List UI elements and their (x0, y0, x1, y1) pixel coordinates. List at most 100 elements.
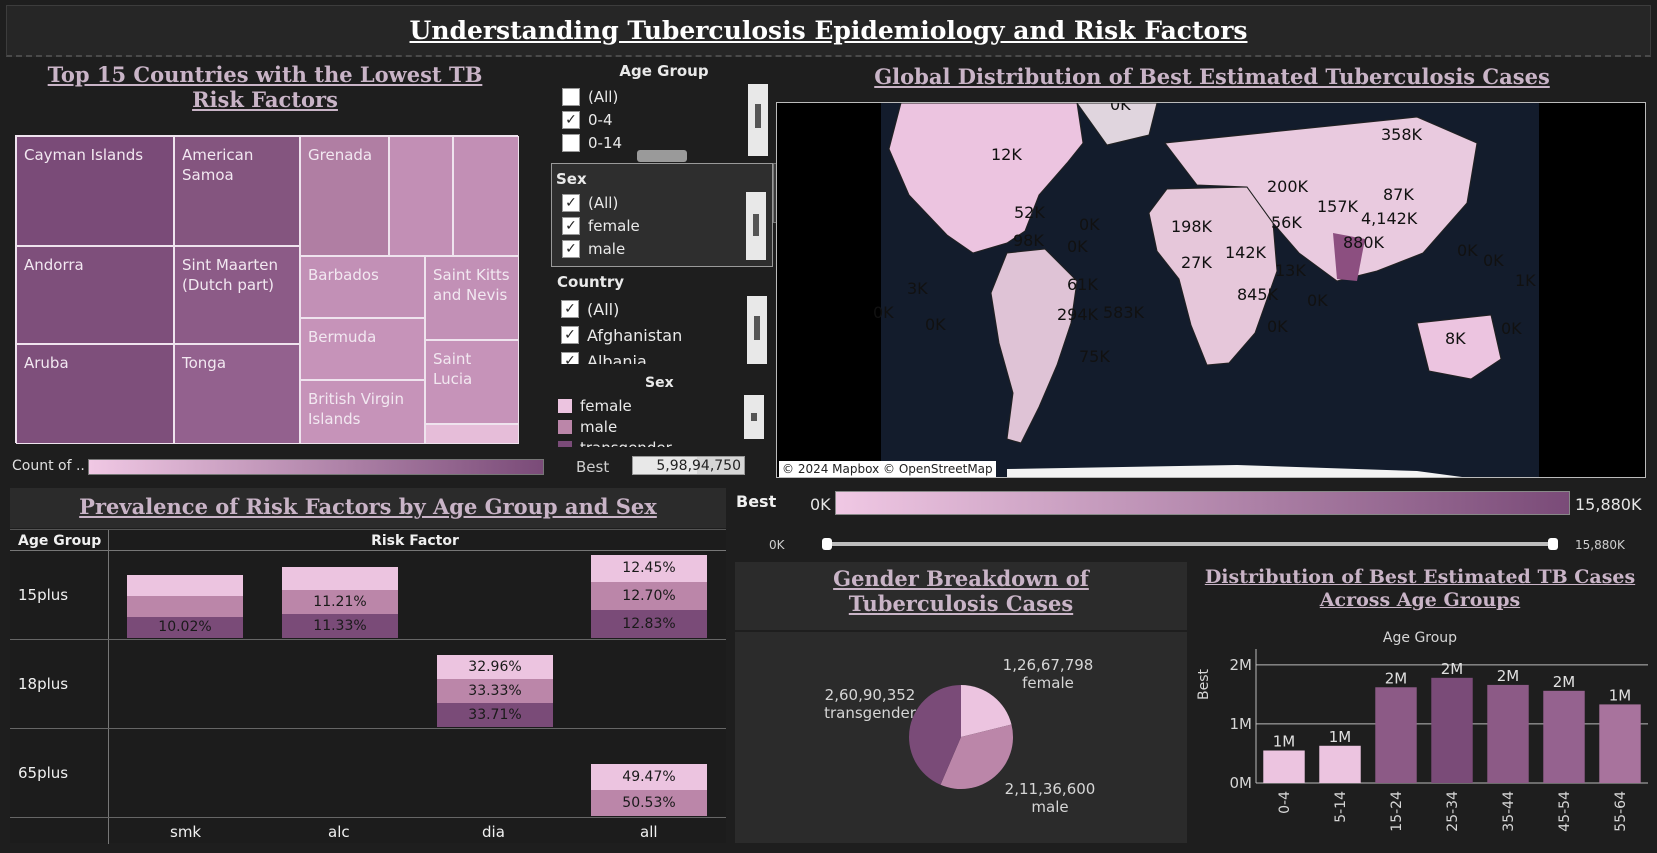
bar-segment[interactable]: 12.45% (591, 555, 707, 582)
checkbox-checked-icon[interactable]: ✓ (561, 300, 579, 318)
legend-item[interactable]: transgender (558, 437, 672, 447)
map-label: 294K (1057, 305, 1099, 324)
map-label: 198K (1171, 217, 1213, 236)
map-label: 27K (1181, 253, 1212, 272)
bar-segment[interactable]: 11.33% (282, 614, 398, 638)
pie-slice-female[interactable] (961, 685, 1012, 737)
bar-15-24[interactable] (1375, 687, 1417, 783)
bar-segment[interactable]: 49.47% (591, 764, 707, 790)
filter-option[interactable]: ✓ Afghanistan (561, 324, 682, 346)
treemap-cell[interactable]: Grenada (300, 136, 389, 256)
range-slider[interactable] (826, 542, 1554, 546)
checkbox-icon[interactable] (562, 88, 580, 106)
map-attribution[interactable]: © 2024 Mapbox © OpenStreetMap (779, 461, 996, 477)
filter-option[interactable]: ✓ Albania (561, 350, 647, 364)
country-filter-scrollbar[interactable] (747, 296, 767, 364)
bar-value-label: 2M (1553, 673, 1576, 691)
map-label: 13K (1275, 261, 1306, 280)
row-label: 15plus (18, 586, 69, 604)
treemap-cell[interactable]: Aruba (16, 344, 174, 444)
map-label: 0K (1067, 237, 1088, 256)
sex-filter-card: Sex ✓ (All) ✓ female ✓ male (551, 163, 773, 267)
pie-slice-male[interactable] (940, 724, 1013, 789)
treemap-cell[interactable]: Saint Kitts and Nevis (425, 256, 519, 340)
filter-option[interactable]: ✓ 0-4 (562, 109, 613, 131)
sex-filter-title: Sex (556, 170, 587, 188)
x-tick-label: 15-24 (1389, 791, 1405, 832)
column-label: dia (482, 823, 505, 841)
treemap-cell[interactable] (389, 136, 453, 256)
bar-55-64[interactable] (1599, 704, 1641, 783)
x-tick-label: 0-4 (1277, 791, 1293, 814)
filter-option[interactable]: ✓ (All) (561, 298, 619, 320)
bar-45-54[interactable] (1543, 690, 1585, 783)
bar-segment[interactable] (127, 575, 243, 596)
sex-color-legend: female male transgender (558, 395, 768, 447)
treemap-cell[interactable]: Saint Lucia (425, 340, 519, 424)
slider-handle-min[interactable] (822, 538, 832, 550)
checkbox-checked-icon[interactable]: ✓ (561, 352, 579, 364)
bar-segment[interactable] (127, 596, 243, 617)
treemap-cell[interactable]: American Samoa (174, 136, 300, 246)
treemap-cell[interactable]: British Virgin Islands (300, 380, 425, 444)
legend-scrollbar[interactable] (744, 395, 764, 439)
treemap-cell[interactable]: Tonga (174, 344, 300, 444)
checkbox-icon[interactable] (562, 134, 580, 152)
treemap-cell[interactable]: Sint Maarten (Dutch part) (174, 246, 300, 344)
column-header: Risk Factor (371, 533, 459, 549)
bar-25-34[interactable] (1431, 677, 1473, 783)
bar-segment[interactable]: 10.02% (127, 617, 243, 638)
gender-title-bar: Gender Breakdown of Tuberculosis Cases (735, 562, 1187, 630)
filter-option[interactable]: ✓ (All) (562, 192, 618, 214)
checkbox-checked-icon[interactable]: ✓ (562, 111, 580, 129)
checkbox-checked-icon[interactable]: ✓ (561, 326, 579, 344)
map-label: 583K (1103, 303, 1145, 322)
bar-5-14[interactable] (1319, 745, 1361, 783)
age-bar-chart: 0M 1M 2M 1M 0-4 1M 5-14 2M 15-24 2M 25-34 2M 35-44 2M… (1230, 649, 1648, 832)
filter-option[interactable]: ✓ male (562, 238, 625, 260)
bar-segment[interactable]: 50.53% (591, 790, 707, 816)
map-label: 0K (1267, 317, 1288, 336)
filter-option[interactable]: ✓ female (562, 215, 640, 237)
filter-option[interactable]: (All) (562, 86, 618, 108)
slider-handle-max[interactable] (1548, 538, 1558, 550)
treemap-color-legend (88, 459, 544, 475)
bar-segment[interactable] (282, 567, 398, 590)
map-view[interactable]: 0K 12K 358K 52K 200K 87K 157K 4,142K 0K … (776, 102, 1646, 478)
bar-segment[interactable]: 11.21% (282, 590, 398, 614)
map-label: 200K (1267, 177, 1309, 196)
drag-handle[interactable] (637, 150, 687, 162)
checkbox-checked-icon[interactable]: ✓ (562, 194, 580, 212)
bar-segment[interactable]: 33.33% (437, 679, 553, 703)
age-chart-xlabel: Age Group (1382, 630, 1458, 646)
treemap-cell[interactable] (453, 136, 519, 256)
age-filter-scrollbar[interactable] (748, 84, 768, 156)
age-chart-title: Distribution of Best Estimated TB Cases … (1204, 566, 1636, 611)
bar-segment[interactable]: 12.83% (591, 610, 707, 638)
map-legend-max: 15,880K (1575, 495, 1642, 514)
column-label: smk (170, 823, 202, 841)
treemap-cell[interactable]: Bermuda (300, 318, 425, 380)
bar-35-44[interactable] (1487, 684, 1529, 783)
bar-segment[interactable]: 12.70% (591, 582, 707, 610)
checkbox-checked-icon[interactable]: ✓ (562, 240, 580, 258)
pie-slice-transgender[interactable] (909, 685, 961, 785)
legend-item[interactable]: female (558, 395, 632, 417)
checkbox-checked-icon[interactable]: ✓ (562, 217, 580, 235)
bar-0-4[interactable] (1263, 750, 1305, 784)
prevalence-title: Prevalence of Risk Factors by Age Group … (79, 494, 657, 519)
treemap-cell[interactable]: Cayman Islands (16, 136, 174, 246)
bar-segment[interactable]: 33.71% (437, 703, 553, 727)
best-range-fill (633, 457, 698, 474)
best-range-input[interactable]: 5,98,94,750 (632, 456, 745, 475)
map-label: 4,142K (1361, 209, 1418, 228)
treemap-cell[interactable]: Andorra (16, 246, 174, 344)
treemap-cell[interactable]: Barbados (300, 256, 425, 318)
treemap-cell[interactable] (425, 424, 519, 444)
bar-segment[interactable]: 32.96% (437, 655, 553, 679)
filter-option[interactable]: 0-14 (562, 132, 622, 154)
map-label: 0K (1110, 102, 1131, 114)
bar-value-label: 2M (1385, 669, 1408, 687)
legend-item[interactable]: male (558, 416, 617, 438)
sex-filter-scrollbar[interactable] (746, 192, 766, 260)
